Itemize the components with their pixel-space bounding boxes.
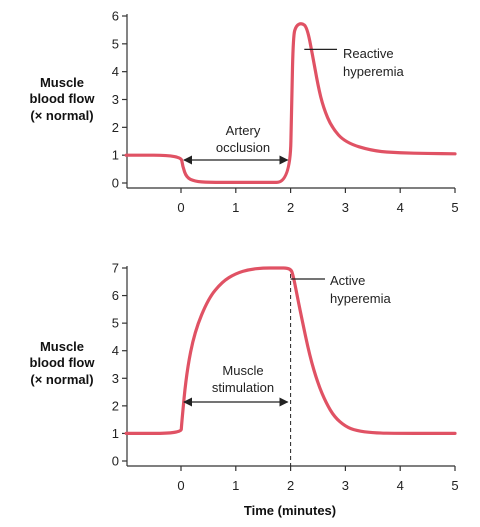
series-line-1-1 (124, 22, 457, 185)
x-tick-label-2-1: 1 (232, 478, 239, 493)
y-tick-label-1-3: 3 (112, 92, 119, 107)
y-tick-label-2-7: 7 (112, 261, 119, 276)
y-tick-label-1-4: 4 (112, 64, 119, 79)
x-tick-label-2-2: 2 (287, 478, 294, 493)
y-tick-label-2-4: 4 (112, 343, 119, 358)
y-tick-label-1-0: 0 (112, 176, 119, 191)
y-tick-label-2-0: 0 (112, 454, 119, 469)
annotation-label-2-a-2: stimulation (212, 380, 274, 395)
x-axis-label: Time (minutes) (244, 503, 336, 518)
annotation-label-1-b-1: Reactive (343, 46, 394, 61)
x-tick-label-2-5: 5 (451, 478, 458, 493)
y-tick-label-1-2: 2 (112, 120, 119, 135)
x-tick-label-1-5: 5 (451, 200, 458, 215)
x-tick-label-1-2: 2 (287, 200, 294, 215)
x-tick-label-1-3: 3 (342, 200, 349, 215)
x-tick-label-1-4: 4 (397, 200, 404, 215)
annotation-label-2-a-1: Muscle (222, 363, 263, 378)
y-axis-label-1-line-3: (× normal) (30, 108, 93, 123)
x-tick-label-2-3: 3 (342, 478, 349, 493)
y-tick-label-2-2: 2 (112, 398, 119, 413)
y-tick-label-1-5: 5 (112, 36, 119, 51)
y-tick-label-2-1: 1 (112, 426, 119, 441)
y-tick-label-1-6: 6 (112, 9, 119, 24)
x-tick-label-2-4: 4 (397, 478, 404, 493)
annotation-label-1-b-2: hyperemia (343, 64, 404, 79)
y-axis-label-1-line-1: Muscle (40, 75, 84, 90)
y-axis-label-2-line-1: Muscle (40, 339, 84, 354)
x-tick-label-1-0: 0 (177, 200, 184, 215)
annotation-label-1-a-2: occlusion (216, 140, 270, 155)
annotation-label-1-a-1: Artery (226, 123, 261, 138)
x-tick-label-1-1: 1 (232, 200, 239, 215)
y-tick-label-1-1: 1 (112, 148, 119, 163)
y-tick-label-2-5: 5 (112, 316, 119, 331)
y-axis-label-2-line-3: (× normal) (30, 372, 93, 387)
y-tick-label-2-6: 6 (112, 288, 119, 303)
annotation-label-2-b-2: hyperemia (330, 291, 391, 306)
annotation-label-2-b-1: Active (330, 273, 365, 288)
x-tick-label-2-0: 0 (177, 478, 184, 493)
series-line-2-1 (124, 266, 457, 435)
y-tick-label-2-3: 3 (112, 371, 119, 386)
y-axis-label-2-line-2: blood flow (30, 355, 96, 370)
y-axis-label-1-line-2: blood flow (30, 91, 96, 106)
